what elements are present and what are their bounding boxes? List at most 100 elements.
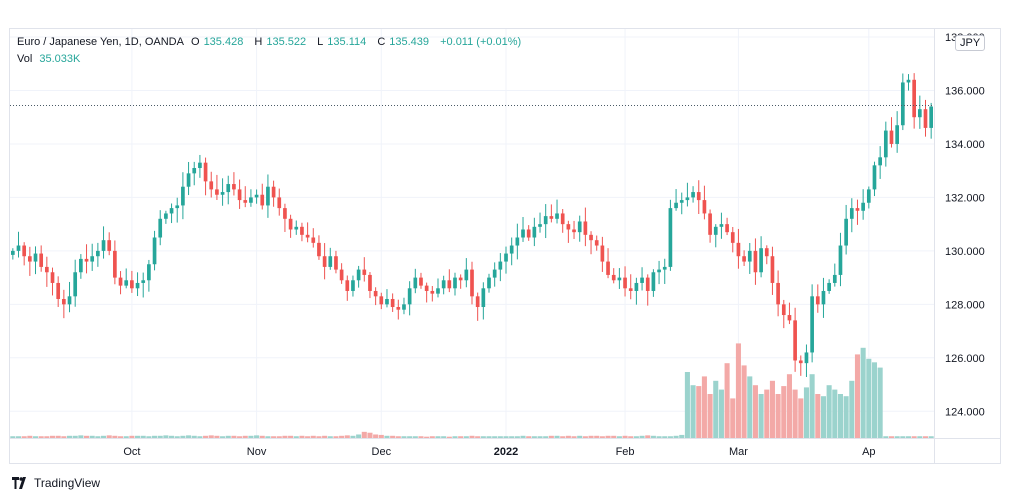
volume-bar bbox=[509, 436, 515, 438]
volume-bar bbox=[191, 435, 197, 438]
candle-body bbox=[33, 253, 38, 262]
candle-body bbox=[396, 307, 401, 310]
volume-bar bbox=[832, 389, 838, 438]
volume-bar bbox=[310, 435, 316, 438]
x-tick-label: 2022 bbox=[494, 446, 518, 458]
volume-bar bbox=[248, 435, 254, 438]
volume-bar bbox=[305, 436, 311, 438]
volume-bar bbox=[690, 385, 696, 438]
low-label: L bbox=[317, 36, 324, 48]
candle-body bbox=[16, 245, 21, 251]
volume-bar bbox=[639, 435, 645, 438]
x-tick-label: Ap bbox=[862, 446, 875, 458]
volume-bar bbox=[718, 389, 724, 438]
candle-body bbox=[424, 285, 429, 291]
volume-bar bbox=[724, 363, 730, 438]
candle-body bbox=[906, 79, 911, 83]
volume-bar bbox=[900, 436, 906, 438]
volume-bar bbox=[412, 436, 418, 438]
candle-body bbox=[475, 296, 480, 308]
volume-bar bbox=[197, 436, 203, 438]
chart-frame[interactable] bbox=[9, 28, 1001, 464]
volume-bar bbox=[373, 434, 379, 438]
volume-bar bbox=[299, 435, 305, 438]
volume-bar bbox=[55, 435, 61, 438]
candle-body bbox=[56, 282, 61, 299]
candle-body bbox=[447, 280, 452, 289]
close-label: C bbox=[377, 36, 386, 48]
candle-body bbox=[373, 290, 378, 297]
volume-bar bbox=[894, 436, 900, 438]
x-tick-label: Feb bbox=[616, 446, 635, 458]
volume-bar bbox=[922, 436, 929, 438]
candle-body bbox=[674, 202, 678, 209]
candle-body bbox=[532, 226, 537, 238]
candle-body bbox=[413, 277, 418, 289]
candle-body bbox=[521, 229, 525, 238]
volume-bar bbox=[339, 435, 345, 438]
volume-bar bbox=[837, 394, 844, 438]
volume-bar bbox=[781, 386, 787, 438]
candle-body bbox=[124, 280, 129, 286]
volume-bar bbox=[163, 435, 169, 438]
candle-body bbox=[152, 237, 157, 265]
volume-bar bbox=[152, 435, 158, 438]
volume-bar bbox=[798, 398, 804, 438]
candle-body bbox=[849, 208, 854, 219]
volume-bar bbox=[407, 436, 413, 438]
volume-bar bbox=[254, 435, 260, 438]
candle-body bbox=[781, 304, 786, 316]
volume-bar bbox=[696, 386, 702, 438]
candle-body bbox=[594, 240, 599, 246]
volume-label: Vol bbox=[17, 53, 33, 65]
volume-bar bbox=[327, 436, 333, 438]
y-tick-label: 132.000 bbox=[945, 192, 985, 204]
volume-bar bbox=[730, 398, 736, 438]
candle-body bbox=[181, 186, 185, 206]
candle-body bbox=[220, 192, 225, 195]
tradingview-branding[interactable]: TradingView bbox=[12, 476, 100, 490]
candle-body bbox=[566, 224, 571, 230]
volume-bar bbox=[174, 436, 180, 438]
volume-bar bbox=[463, 436, 469, 438]
volume-bar bbox=[282, 435, 288, 438]
volume-bar bbox=[735, 343, 741, 438]
volume-bar bbox=[758, 394, 764, 438]
candle-body bbox=[708, 213, 712, 235]
candle-body bbox=[22, 245, 27, 257]
volume-bar bbox=[582, 436, 588, 438]
currency-badge[interactable]: JPY bbox=[955, 35, 986, 51]
volume-bar bbox=[577, 435, 583, 438]
y-tick-label: 124.000 bbox=[945, 406, 985, 418]
volume-bar bbox=[259, 435, 265, 438]
candle-body bbox=[804, 352, 809, 364]
volume-bar bbox=[180, 435, 186, 438]
candle-body bbox=[45, 266, 49, 273]
candle-body bbox=[827, 282, 831, 291]
volume-bar bbox=[49, 435, 56, 438]
candle-body bbox=[611, 274, 616, 281]
candle-body bbox=[560, 213, 565, 225]
candle-body bbox=[900, 82, 905, 126]
candle-body bbox=[606, 261, 610, 275]
candle-body bbox=[759, 248, 763, 273]
volume-bar bbox=[565, 435, 571, 438]
candle-body bbox=[436, 288, 440, 294]
y-tick-label: 126.000 bbox=[945, 353, 985, 365]
volume-bar bbox=[237, 436, 243, 438]
y-tick-label: 130.000 bbox=[945, 246, 985, 258]
volume-bar bbox=[571, 436, 577, 438]
candle-body bbox=[254, 194, 259, 198]
volume-bar bbox=[622, 435, 628, 438]
candle-body bbox=[810, 296, 814, 353]
volume-bar bbox=[214, 435, 220, 438]
candle-body bbox=[481, 288, 486, 308]
volume-bar bbox=[395, 436, 401, 438]
candle-body bbox=[322, 256, 327, 267]
candle-body bbox=[243, 200, 248, 203]
volume-bar bbox=[605, 435, 611, 438]
candle-body bbox=[572, 229, 576, 233]
volume-bar bbox=[225, 435, 231, 438]
candle-body bbox=[702, 200, 707, 214]
